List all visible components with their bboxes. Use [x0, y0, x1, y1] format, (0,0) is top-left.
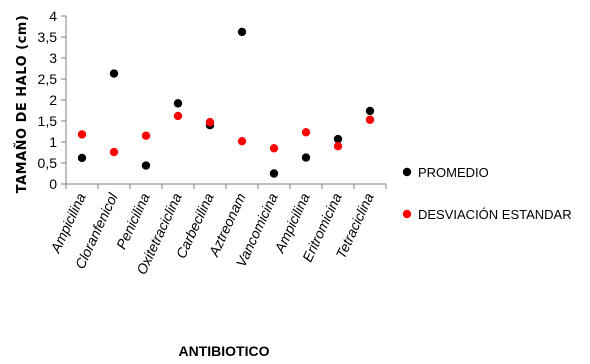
data-points: [77, 27, 375, 178]
promedio-point: [173, 99, 183, 108]
desviacion-point: [205, 118, 215, 127]
desviacion-point: [365, 115, 375, 124]
x-axis-categories: AmpicilinaCloranfenicolPenicilinaOxitetr…: [47, 184, 387, 277]
y-tick-label: 2: [49, 92, 57, 108]
y-tick-label: 4: [49, 8, 57, 24]
y-tick-label: 0: [49, 176, 57, 192]
desviacion-point: [237, 136, 247, 146]
desviacion-point: [173, 111, 183, 121]
y-tick-label: 1: [49, 134, 57, 150]
y-tick-label: 2,5: [38, 71, 58, 87]
y-tick-label: 1,5: [38, 113, 58, 129]
promedio-point: [365, 106, 375, 116]
desviacion-point: [301, 128, 311, 137]
y-tick-label: 3: [49, 50, 57, 66]
desviacion-point: [141, 131, 151, 140]
promedio-point: [333, 134, 343, 144]
legend-entry: PROMEDIO: [418, 165, 489, 180]
legend-marker: [402, 209, 412, 219]
legend-marker: [402, 167, 412, 177]
promedio-point: [301, 153, 311, 162]
axes: [65, 16, 386, 185]
legend: PROMEDIO DESVIACIÓN ESTANDAR: [402, 165, 572, 222]
legend-entry: DESVIACIÓN ESTANDAR: [418, 207, 572, 222]
y-tick-label: 0,5: [38, 155, 58, 171]
promedio-point: [269, 169, 279, 178]
y-axis-ticks: 0 0,5 1 1,5 2 2,5 3 3,5 4: [38, 8, 66, 192]
promedio-point: [77, 153, 87, 163]
desviacion-point: [269, 144, 279, 153]
y-axis-label: TAMAÑO DE HALO (cm): [14, 15, 30, 194]
y-tick-label: 3,5: [38, 29, 58, 45]
promedio-point: [141, 161, 151, 170]
desviacion-point: [333, 142, 343, 151]
x-axis-label: ANTIBIOTICO: [179, 343, 270, 359]
promedio-point: [237, 27, 247, 37]
desviacion-point: [77, 130, 87, 139]
desviacion-point: [109, 147, 119, 157]
promedio-point: [109, 69, 119, 78]
